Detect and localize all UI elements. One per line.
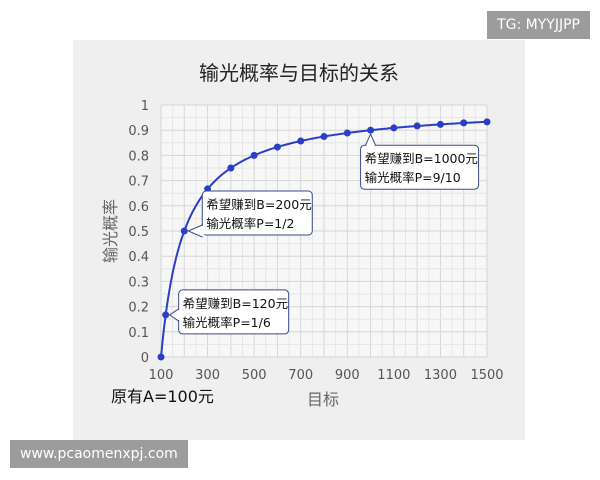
x-tick-label: 100 (149, 368, 174, 383)
annotation-joint (366, 144, 375, 148)
data-point (390, 124, 398, 132)
annotation-box (360, 144, 480, 190)
y-tick-label: 0.4 (128, 250, 149, 265)
annotation-pointer (187, 224, 203, 238)
chart-title: 输光概率与目标的关系 (199, 61, 399, 85)
annotation-text: 希望赚到B=1000元 (365, 151, 478, 166)
y-tick-label: 1 (141, 99, 149, 114)
x-tick-label: 1100 (377, 368, 410, 383)
x-axis-label: 目标 (307, 390, 339, 409)
y-tick-label: 0.2 (128, 301, 149, 316)
data-point (273, 143, 281, 151)
x-tick-label: 900 (335, 368, 360, 383)
data-point (413, 122, 421, 130)
annotation-text: 希望赚到B=200元 (206, 197, 311, 212)
y-tick-label: 0.3 (128, 275, 149, 290)
x-tick-label: 500 (242, 368, 267, 383)
data-point (320, 133, 328, 140)
data-point (483, 118, 491, 126)
y-tick-label: 0 (141, 351, 149, 366)
x-tick-label: 1500 (470, 368, 503, 383)
y-tick-label: 0.9 (128, 124, 149, 139)
y-tick-label: 0.5 (128, 225, 149, 240)
data-point (460, 119, 468, 127)
y-tick-label: 0.1 (128, 326, 149, 341)
data-point (162, 311, 170, 319)
chart: 输光概率与目标的关系00.10.20.30.40.50.60.70.80.911… (101, 61, 504, 409)
data-point (367, 126, 375, 134)
y-axis-label: 输光概率 (101, 199, 120, 263)
annotation-box (201, 190, 313, 236)
data-point (436, 120, 444, 128)
data-point (180, 227, 188, 235)
note-label: 原有A=100元 (111, 387, 214, 406)
x-tick-label: 300 (195, 368, 220, 383)
x-tick-label: 700 (288, 368, 313, 383)
x-tick-label: 1300 (424, 368, 457, 383)
annotation-joint (177, 309, 181, 320)
data-point (297, 137, 305, 145)
data-point (250, 151, 258, 159)
watermark-top: TG: MYYJJPP (487, 11, 590, 39)
annotation-text: 输光概率P=1/2 (206, 216, 294, 231)
annotation-text: 输光概率P=9/10 (365, 170, 461, 185)
annotation-text: 希望赚到B=120元 (183, 296, 288, 311)
chart-panel: 输光概率与目标的关系 0 0.1 0.2 0.3 0.4 0.5 0.6 0.7 0.8 0.9 1 1… (73, 40, 525, 440)
data-point (343, 129, 351, 137)
y-tick-label: 0.7 (128, 175, 149, 190)
annotation-text: 输光概率P=1/6 (183, 315, 271, 330)
data-point (157, 353, 165, 361)
annotation-pointer (365, 132, 377, 146)
y-tick-label: 0.8 (128, 149, 149, 164)
annotation-joint (201, 226, 205, 236)
annotation-pointer (168, 308, 179, 322)
watermark-bottom: www.pcaomenxpj.com (10, 440, 188, 468)
y-tick-label: 0.6 (128, 200, 149, 215)
data-point (227, 164, 235, 172)
